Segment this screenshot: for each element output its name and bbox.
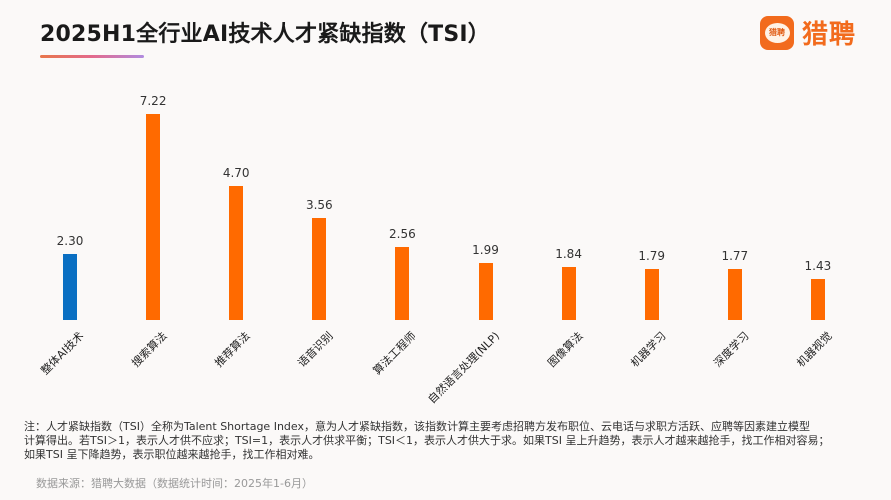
- bar-value-label: 2.30: [56, 234, 84, 249]
- bar-value-label: 1.79: [638, 248, 666, 263]
- bar: [478, 263, 493, 320]
- bar: [644, 268, 659, 320]
- data-source: 数据来源：猎聘大数据（数据统计时间：2025年1-6月）: [36, 477, 313, 490]
- footnote-line-3: 如果TSI 呈下降趋势，表示职位越来越抢手，找工作相对难。: [24, 448, 320, 461]
- bar: [229, 185, 244, 320]
- bar: [395, 246, 410, 320]
- bar-value-label: 3.56: [305, 198, 333, 213]
- bar: [561, 267, 576, 320]
- category-label: 自然语言处理(NLP): [424, 329, 502, 407]
- bar-value-label: 1.99: [472, 243, 499, 258]
- category-label: 语音识别: [295, 329, 336, 370]
- bar-value-label: 4.70: [222, 165, 250, 180]
- footnote: 注：人才紧缺指数（TSI）全称为Talent Shortage Index，意为…: [24, 420, 884, 462]
- bar: [63, 254, 77, 320]
- footnote-line-1: 注：人才紧缺指数（TSI）全称为Talent Shortage Index，意为…: [24, 420, 810, 433]
- category-label: 算法工程师: [370, 329, 419, 378]
- category-label: 推荐算法: [212, 329, 253, 370]
- logo-text: 猎聘: [802, 20, 857, 50]
- bar-value-label: 7.22: [139, 93, 167, 108]
- page-title: 2025H1全行业AI技术人才紧缺指数（TSI）: [40, 22, 491, 47]
- bar: [146, 113, 161, 320]
- liepin-logo-icon: 猎聘: [760, 15, 794, 50]
- bar-chart: 2.30 整体AI技术 7.22 搜索算法 4.70 推荐算法 3.56 语音识别 2.56 算法…: [38, 93, 835, 407]
- category-label: 深度学习: [711, 329, 752, 370]
- brand-logo: 猎聘 猎聘: [760, 14, 856, 51]
- category-label: 搜索算法: [129, 329, 170, 370]
- logo-bubble: 猎聘: [764, 22, 790, 43]
- category-label: 整体AI技术: [38, 329, 87, 378]
- title-underline: [40, 55, 144, 58]
- category-label: 机器视觉: [794, 329, 835, 370]
- bar-value-label: 1.84: [555, 247, 582, 262]
- category-label: 图像算法: [544, 329, 586, 370]
- category-label: 机器学习: [627, 329, 669, 370]
- bar-value-label: 1.43: [804, 259, 832, 274]
- bar: [810, 279, 825, 320]
- bar: [727, 269, 742, 320]
- footnote-line-2: 计算得出。若TSI＞1，表示人才供不应求；TSI=1，表示人才供求平衡；TSI＜…: [24, 434, 830, 447]
- bar: [312, 218, 327, 320]
- bar-value-label: 2.56: [389, 226, 416, 241]
- bar-value-label: 1.77: [721, 249, 749, 264]
